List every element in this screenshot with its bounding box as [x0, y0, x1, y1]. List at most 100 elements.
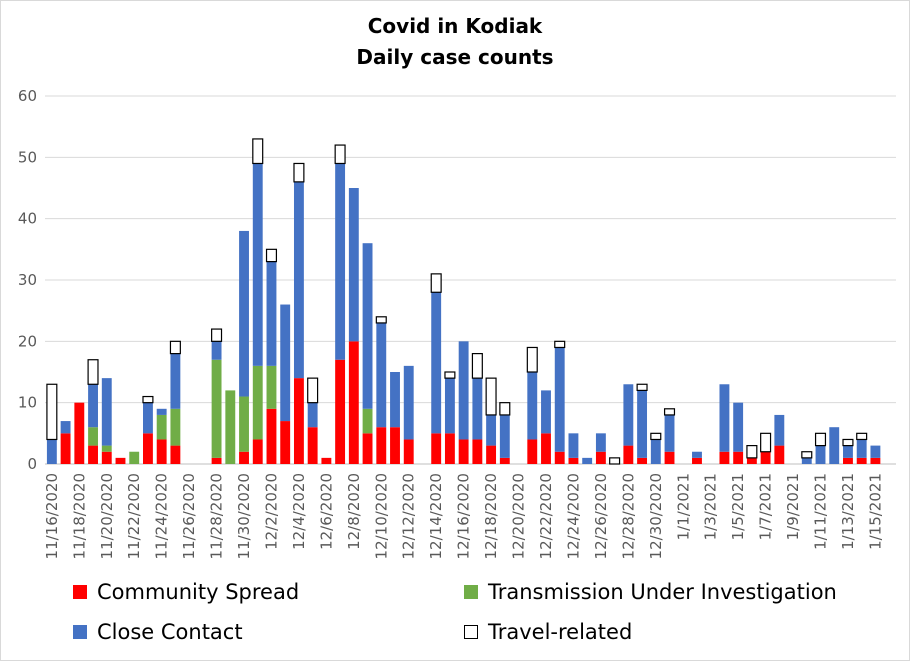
bar-segment-close-contact: [376, 322, 387, 428]
bar-segment-community-spread: [321, 457, 332, 464]
bar-segment-close-contact: [843, 445, 853, 458]
x-tick-label: 11/22/2020: [125, 473, 143, 559]
bar-segment-close-contact: [733, 402, 744, 452]
y-tick-label: 40: [18, 210, 37, 228]
x-tick-label: 11/28/2020: [208, 473, 226, 559]
bar-segment-close-contact: [266, 261, 277, 366]
x-tick-label: 1/7/2021: [757, 473, 775, 540]
bar-segment-travel-related: [801, 451, 813, 459]
bar-segment-close-contact: [472, 378, 483, 440]
bar-segment-close-contact: [252, 163, 263, 366]
bar-segment-community-spread: [74, 402, 85, 464]
bar-segment-travel-related: [444, 371, 456, 379]
legend-item-close-contact: Close Contact: [73, 620, 243, 644]
bar-segment-transmission-under-investigation: [211, 359, 222, 458]
bar-segment-close-contact: [101, 378, 112, 446]
bar-segment-community-spread: [335, 359, 346, 464]
bar-segment-transmission-under-investigation: [362, 408, 373, 434]
bar-segment-travel-related: [265, 248, 278, 263]
bar-segment-close-contact: [390, 372, 400, 428]
x-tick-label: 1/9/2021: [784, 473, 802, 540]
y-tick-label: 0: [27, 455, 37, 473]
bar-segment-transmission-under-investigation: [252, 365, 263, 440]
bar-segment-travel-related: [814, 432, 827, 447]
bar-segment-community-spread: [568, 457, 579, 464]
x-tick-label: 12/22/2020: [537, 473, 555, 559]
x-tick-label: 1/1/2021: [674, 473, 692, 540]
x-tick-label: 12/2/2020: [262, 473, 280, 550]
bar-segment-travel-related: [375, 316, 387, 324]
bar-segment-close-contact: [170, 353, 181, 409]
bar-segment-close-contact: [431, 292, 442, 434]
chart-title-block: Covid in Kodiak Daily case counts: [1, 11, 909, 73]
bar-segment-travel-related: [636, 383, 648, 391]
bar-segment-close-contact: [527, 372, 538, 440]
bar-segment-close-contact: [815, 445, 826, 464]
bar-segment-community-spread: [541, 433, 551, 464]
bar-segment-community-spread: [293, 378, 304, 464]
x-axis-ticks: 11/16/2020 11/18/2020 11/20/2020 11/22/2020…: [43, 473, 885, 559]
bar-segment-community-spread: [458, 439, 469, 464]
bar-segment-close-contact: [870, 445, 881, 458]
bar-segment-close-contact: [88, 384, 98, 428]
bar-segment-community-spread: [870, 457, 881, 464]
x-tick-label: 12/10/2020: [372, 473, 390, 559]
bar-segment-travel-related: [609, 457, 621, 465]
bar-segment-community-spread: [60, 433, 71, 464]
legend-label-community-spread: Community Spread: [97, 580, 300, 604]
bar-segment-close-contact: [46, 439, 57, 464]
bar-segment-travel-related: [499, 402, 511, 416]
legend-swatch-community-spread: [73, 585, 87, 599]
bar-segment-close-contact: [211, 341, 222, 360]
x-tick-label: 12/26/2020: [592, 473, 610, 559]
bar-segment-community-spread: [595, 451, 606, 464]
bar-segment-close-contact: [650, 439, 661, 464]
bar-segment-travel-related: [842, 438, 854, 447]
legend-item-community-spread: Community Spread: [73, 580, 299, 604]
bar-segment-transmission-under-investigation: [88, 427, 98, 446]
bar-segment-close-contact: [293, 181, 304, 379]
bar-segment-transmission-under-investigation: [170, 408, 181, 446]
gridlines: [45, 95, 896, 465]
legend-swatch-transmission-under-investigation: [464, 585, 478, 599]
bar-segment-close-contact: [719, 384, 730, 452]
bar-segment-community-spread: [403, 439, 414, 464]
x-tick-label: 1/11/2021: [812, 473, 830, 550]
bar-segment-community-spread: [211, 457, 222, 464]
bar-segment-community-spread: [431, 433, 442, 464]
bar-segment-close-contact: [829, 427, 840, 464]
bar-segment-close-contact: [856, 439, 867, 458]
bar-segment-travel-related: [471, 353, 483, 379]
bar-segment-travel-related: [746, 445, 758, 459]
bar-segment-travel-related: [252, 138, 264, 165]
bar-segment-travel-related: [293, 162, 305, 183]
bar-segment-community-spread: [390, 427, 400, 464]
x-tick-label: 12/30/2020: [647, 473, 665, 559]
bar-segment-close-contact: [801, 457, 812, 464]
bar-segment-community-spread: [843, 457, 853, 464]
x-tick-label: 12/6/2020: [317, 473, 335, 550]
bar-segment-community-spread: [499, 457, 510, 464]
bar-segment-community-spread: [156, 439, 167, 464]
bar-segment-transmission-under-investigation: [129, 451, 140, 464]
x-tick-label: 11/20/2020: [98, 473, 116, 559]
bar-segment-community-spread: [554, 451, 565, 464]
bar-segment-close-contact: [348, 188, 359, 342]
legend-label-travel-related: Travel-related: [488, 620, 633, 644]
y-tick-label: 10: [18, 394, 37, 412]
x-tick-label: 11/18/2020: [70, 473, 88, 559]
bar-segment-close-contact: [280, 304, 291, 422]
legend-item-travel-related: Travel-related: [464, 620, 632, 644]
x-tick-label: 12/18/2020: [482, 473, 500, 559]
bar-segment-community-spread: [88, 445, 98, 464]
x-tick-label: 12/14/2020: [427, 473, 445, 559]
legend-label-close-contact: Close Contact: [97, 620, 243, 644]
bar-segment-community-spread: [664, 451, 675, 464]
bar-segment-close-contact: [444, 378, 455, 434]
bar-segment-community-spread: [252, 439, 263, 464]
x-tick-label: 11/24/2020: [153, 473, 171, 559]
bar-segment-close-contact: [554, 347, 565, 452]
x-tick-label: 1/3/2021: [702, 473, 720, 540]
bar-segment-community-spread: [623, 445, 634, 464]
